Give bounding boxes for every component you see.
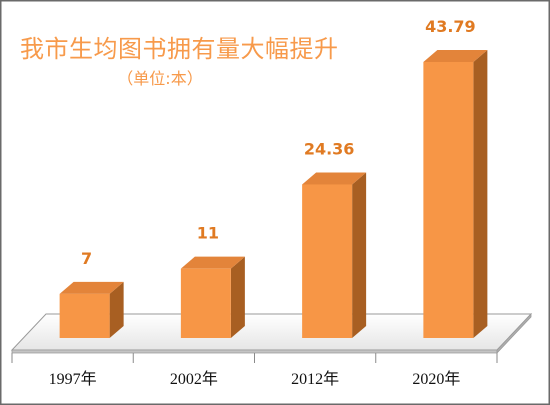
bar-2002: [180, 256, 245, 338]
bar-front-face: [180, 268, 231, 338]
bar-side-face: [473, 50, 488, 338]
floor-side-edge: [496, 312, 532, 355]
bar-1997: [59, 281, 124, 338]
category-labels: 1997年 2002年 2012年 2020年: [49, 370, 461, 388]
bar-top-face: [59, 281, 124, 294]
bar-top-face: [180, 256, 245, 269]
bar-side-face: [352, 172, 367, 338]
data-label-2002: 11: [197, 224, 219, 243]
bar-front-face: [423, 62, 474, 338]
data-labels: 7 11 24.36 43.79: [81, 17, 476, 268]
bar-side-face: [109, 281, 124, 338]
bar-2012: [302, 172, 367, 338]
floor-front-edge: [11, 349, 498, 354]
data-label-2012: 24.36: [304, 139, 355, 158]
bar-2020: [423, 50, 488, 338]
bar-side-face: [230, 256, 245, 338]
chart-subtitle: （单位:本）: [117, 69, 202, 88]
bar-front-face: [59, 293, 110, 338]
category-label-2012: 2012年: [291, 370, 339, 388]
category-axis: [11, 353, 498, 363]
data-label-2020: 43.79: [425, 17, 476, 36]
category-label-2020: 2020年: [412, 370, 460, 388]
category-label-2002: 2002年: [170, 370, 218, 388]
bar-top-face: [302, 172, 367, 185]
chart-title: 我市生均图书拥有量大幅提升: [20, 35, 339, 63]
data-label-1997: 7: [81, 249, 92, 268]
category-label-1997: 1997年: [49, 370, 97, 388]
bar-front-face: [302, 184, 353, 338]
chart-floor: [10, 312, 533, 355]
bar-series: [59, 50, 488, 338]
bar-top-face: [423, 50, 488, 62]
